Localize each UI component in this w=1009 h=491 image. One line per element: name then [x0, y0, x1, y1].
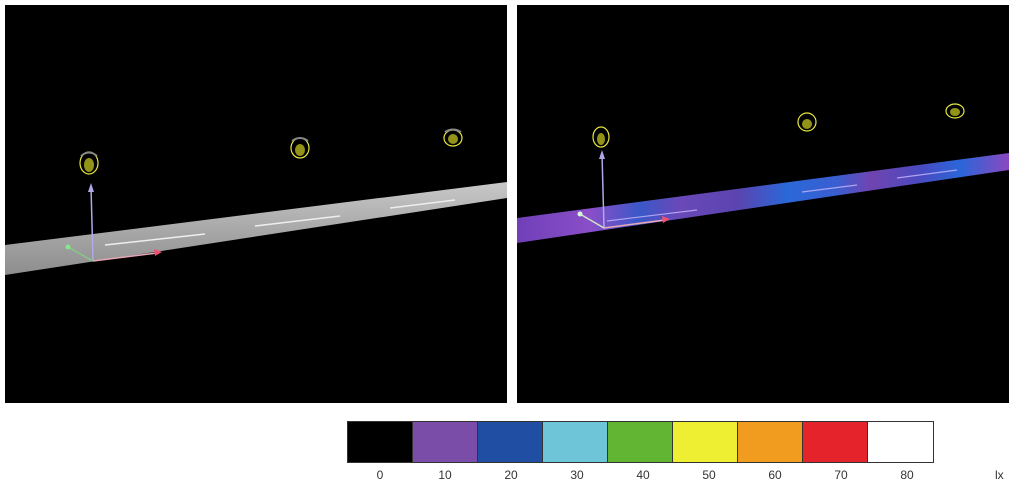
right-scene — [517, 103, 1009, 243]
luminaire-icon — [443, 128, 463, 147]
axis-gizmo — [65, 183, 162, 262]
left-3d-viewport[interactable] — [5, 5, 507, 403]
left-scene — [5, 128, 507, 275]
lane-markings — [606, 169, 958, 222]
legend-swatch — [673, 422, 738, 462]
legend-swatch — [348, 422, 413, 462]
legend-label: 40 — [636, 468, 650, 482]
lane-markings — [104, 199, 456, 246]
legend-swatch — [478, 422, 543, 462]
legend-label: 10 — [438, 468, 452, 482]
legend-label: 0 — [376, 468, 384, 482]
legend-swatch — [608, 422, 673, 462]
road-heatmap-surface — [517, 153, 1009, 243]
luminaire-icon — [79, 151, 99, 175]
legend-swatch — [413, 422, 478, 462]
legend-labels: 0 10 20 30 40 50 60 70 80 — [347, 468, 1007, 486]
legend-label: 30 — [570, 468, 584, 482]
axis-gizmo — [577, 150, 670, 229]
legend-swatch — [803, 422, 868, 462]
luminaire-icon — [592, 126, 610, 148]
illuminance-legend-bar — [347, 421, 934, 463]
legend-label: 60 — [768, 468, 782, 482]
luminaire-icon — [945, 103, 965, 119]
legend-label: 20 — [504, 468, 518, 482]
legend-unit-label: lx — [995, 468, 1004, 482]
legend-swatch — [738, 422, 803, 462]
road-surface — [5, 182, 507, 275]
right-3d-viewport[interactable] — [517, 5, 1009, 403]
luminaire-icon — [797, 112, 817, 132]
legend-label: 80 — [900, 468, 914, 482]
legend-swatch — [543, 422, 608, 462]
luminaire-icon — [290, 137, 310, 159]
legend-label: 50 — [702, 468, 716, 482]
legend-swatch — [868, 422, 933, 462]
legend-label: 70 — [834, 468, 848, 482]
